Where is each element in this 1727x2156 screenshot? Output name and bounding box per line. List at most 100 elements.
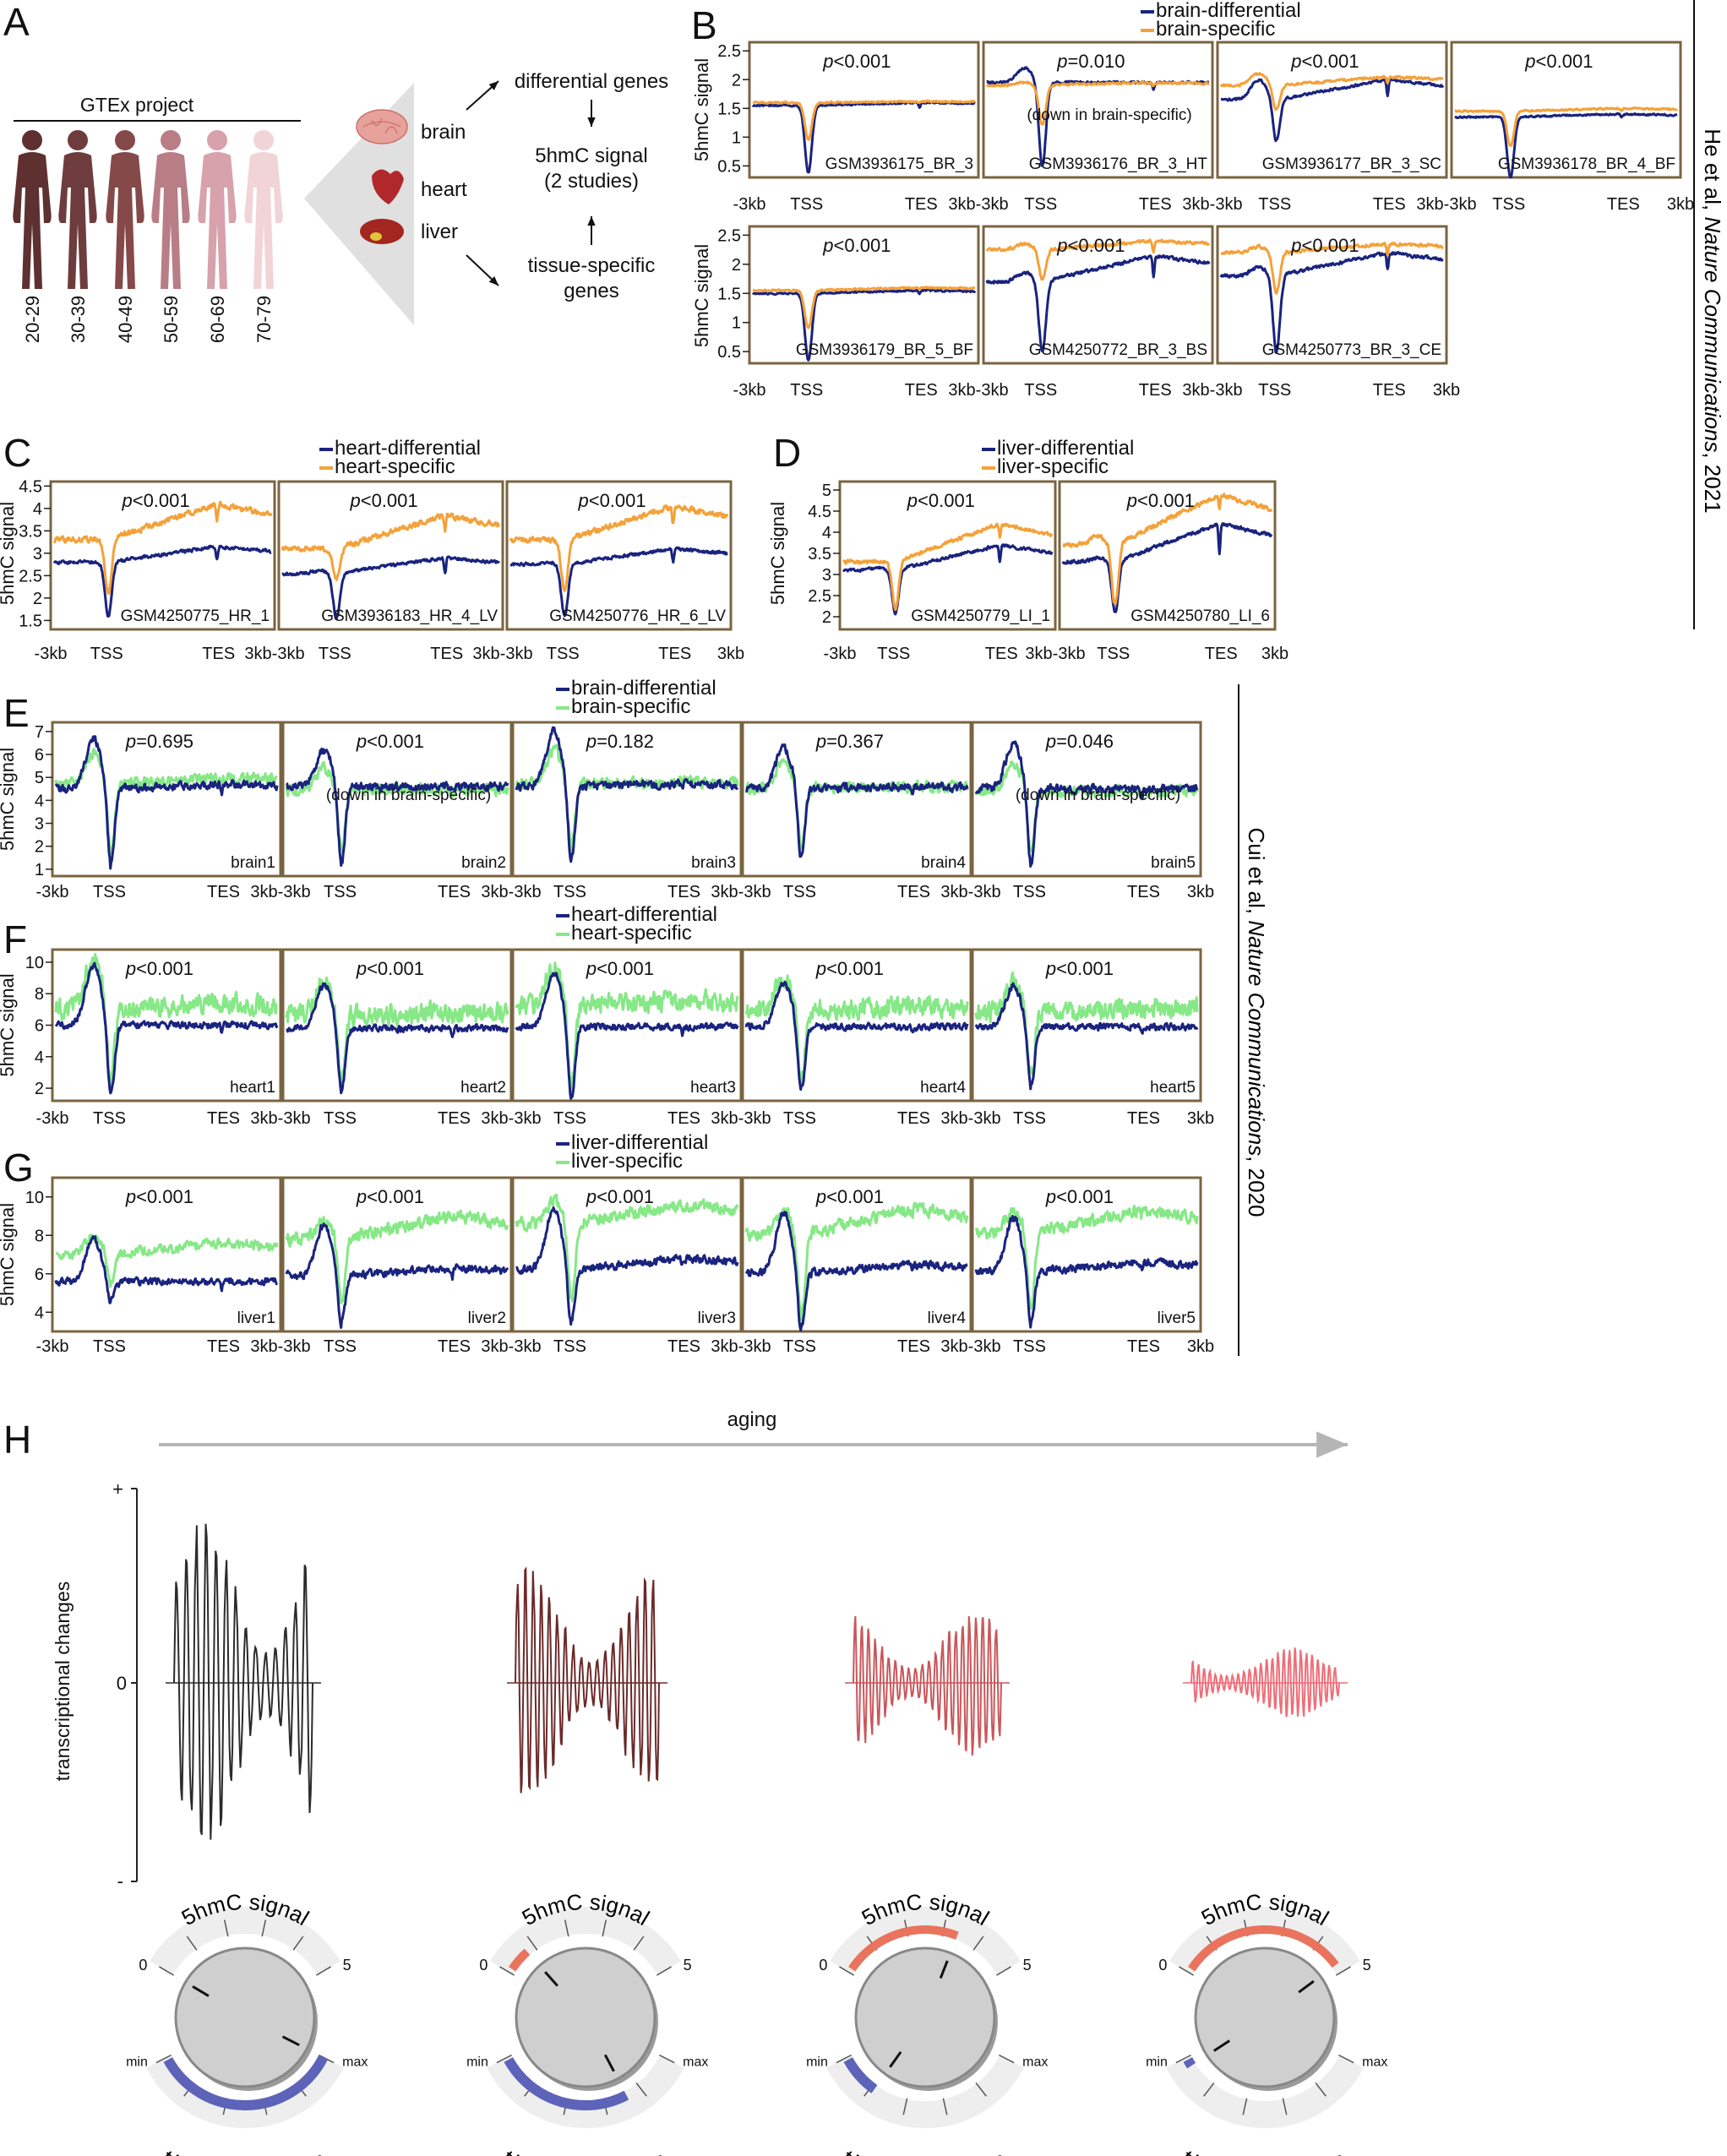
age-group-label: 40-49 <box>115 296 136 343</box>
x-tick-label: TSS <box>1013 1337 1046 1356</box>
legend-label: liver-specific <box>997 455 1109 478</box>
x-tick-label: TES <box>1127 1109 1160 1128</box>
x-tick-label: -3kb <box>36 1109 69 1128</box>
y-tick-label: 3 <box>33 545 42 564</box>
y-tick-label-plus: + <box>112 1478 123 1500</box>
study-label-cui: Cui et al, Nature Communications, 2020 <box>1244 827 1269 1217</box>
function-max-label: max <box>683 2055 708 2070</box>
arrow-to-tissue-specific-head <box>488 276 498 286</box>
x-tick-label: TSS <box>553 883 586 901</box>
chart-panel-GSM4250775_HR_1: 4.5 4 3.5 3 2.5 2 1.5 p<0.001 GSM4250775_HR_1 <box>19 477 276 631</box>
series-specific-line <box>1219 72 1444 112</box>
x-tick-label: 3kb <box>1261 645 1288 663</box>
dial-tick <box>186 1936 198 1951</box>
dial-tick <box>564 1919 569 1937</box>
chart-panel-GSM3936179_BR_5_BF: 2.5 2 1.5 1 0.5 p<0.001 GSM3936179_BR_5_BF <box>717 225 980 365</box>
transcriptional-wave <box>1190 1647 1340 1718</box>
panel-letter: C <box>3 431 31 475</box>
x-tick-label: TSS <box>1258 195 1291 214</box>
x-tick-label: TES <box>430 645 463 663</box>
panel-letter: D <box>773 431 801 475</box>
hmc-scale-band <box>1169 1907 1360 1975</box>
chart-panel-brain3: p=0.182 brain3 <box>511 721 743 878</box>
x-tick-label: 3kb <box>1667 195 1694 214</box>
y-axis-label: 5hmC signal <box>691 58 712 161</box>
x-tick-label: 3kb-3kb <box>711 883 771 901</box>
p-value: p<0.001 <box>815 958 884 979</box>
x-tick-label: TES <box>667 1109 700 1128</box>
brain-icon <box>356 109 408 144</box>
p-value: p=0.046 <box>1045 731 1114 752</box>
panel-frame <box>741 1176 972 1333</box>
function-level-arc <box>504 2057 629 2111</box>
dial-tick <box>261 1919 267 1937</box>
dial-tick <box>658 2054 675 2064</box>
sample-id: heart3 <box>690 1079 736 1097</box>
series-differential-line <box>842 543 1054 616</box>
y-tick-label: 1.5 <box>717 100 741 118</box>
x-tick-label: TES <box>1373 195 1406 214</box>
series-differential-line <box>286 982 509 1095</box>
legend-label: brain-differential <box>1156 0 1301 22</box>
x-tick-label: TES <box>438 1337 471 1356</box>
x-tick-label: 3kb-3kb <box>711 1109 771 1128</box>
x-tick-label: TSS <box>1097 645 1130 663</box>
dial-tick <box>1175 2054 1192 2064</box>
human-figure-icon <box>13 130 52 289</box>
heart-icon <box>372 169 404 204</box>
y-tick-label-minus: - <box>117 1870 123 1892</box>
dial-tick <box>1282 2098 1288 2115</box>
p-value: p<0.001 <box>125 1186 193 1207</box>
series-differential-line <box>744 980 969 1092</box>
head <box>161 130 181 150</box>
hmc-scale-band <box>150 1907 340 1975</box>
chart-panel-heart3: p<0.001 heart3 <box>511 948 743 1102</box>
y-tick-label: 6 <box>35 1266 44 1284</box>
y-tick-label: 2.5 <box>808 587 831 606</box>
y-axis-label: 5hmC signal <box>0 502 18 605</box>
sample-id: brain3 <box>691 854 736 872</box>
y-tick-label: 1 <box>732 314 741 333</box>
y-axis-label: transcriptional changes <box>52 1582 74 1782</box>
age-group-label: 50-59 <box>161 296 182 343</box>
series-differential-line <box>54 1235 278 1304</box>
p-value: p<0.001 <box>121 490 189 511</box>
x-tick-label: -3kb <box>733 195 766 214</box>
scale-max-label: 5 <box>1363 1957 1371 1974</box>
transcriptional-wave <box>173 1523 313 1840</box>
function-level-arc <box>1183 2057 1196 2069</box>
sample-id: GSM3936179_BR_5_BF <box>796 341 973 359</box>
x-tick-label: TES <box>667 883 700 901</box>
series-specific-line <box>52 500 273 596</box>
y-tick-label: 5 <box>35 769 44 787</box>
sample-id: GSM4250776_HR_6_LV <box>549 607 726 625</box>
y-axis-label: 5hmC signal <box>767 502 788 605</box>
dial-tick <box>223 1919 229 1937</box>
x-tick-label: -3kb <box>733 381 766 400</box>
scale-min-label: 0 <box>1158 1957 1167 1974</box>
panel-frame <box>971 1176 1202 1333</box>
series-differential-line <box>281 555 500 620</box>
x-tick-label: TSS <box>1013 883 1046 901</box>
series-differential-line <box>744 1211 968 1332</box>
chart-panel-GSM4250779_LI_1: 5 4.5 4 3.5 3 2.5 2 p<0.001 GSM4250779_LI_1 <box>808 480 1057 631</box>
panel-frame <box>748 41 980 179</box>
y-tick-label: 4.5 <box>19 477 42 496</box>
dial-tick <box>942 2098 948 2115</box>
flow-tissue-specific: tissue-specific <box>528 254 656 277</box>
p-value: p<0.001 <box>1290 51 1359 72</box>
sample-id: heart2 <box>460 1079 506 1097</box>
x-tick-label: TES <box>207 1337 240 1356</box>
dial-tick <box>633 1936 645 1951</box>
dial-tick <box>975 2082 987 2097</box>
tissue-label: brain <box>421 121 466 144</box>
sample-id: liver4 <box>928 1309 967 1327</box>
y-tick-label: 2 <box>35 838 44 857</box>
p-value: p<0.001 <box>1045 958 1114 979</box>
legend-label: brain-specific <box>571 695 690 718</box>
